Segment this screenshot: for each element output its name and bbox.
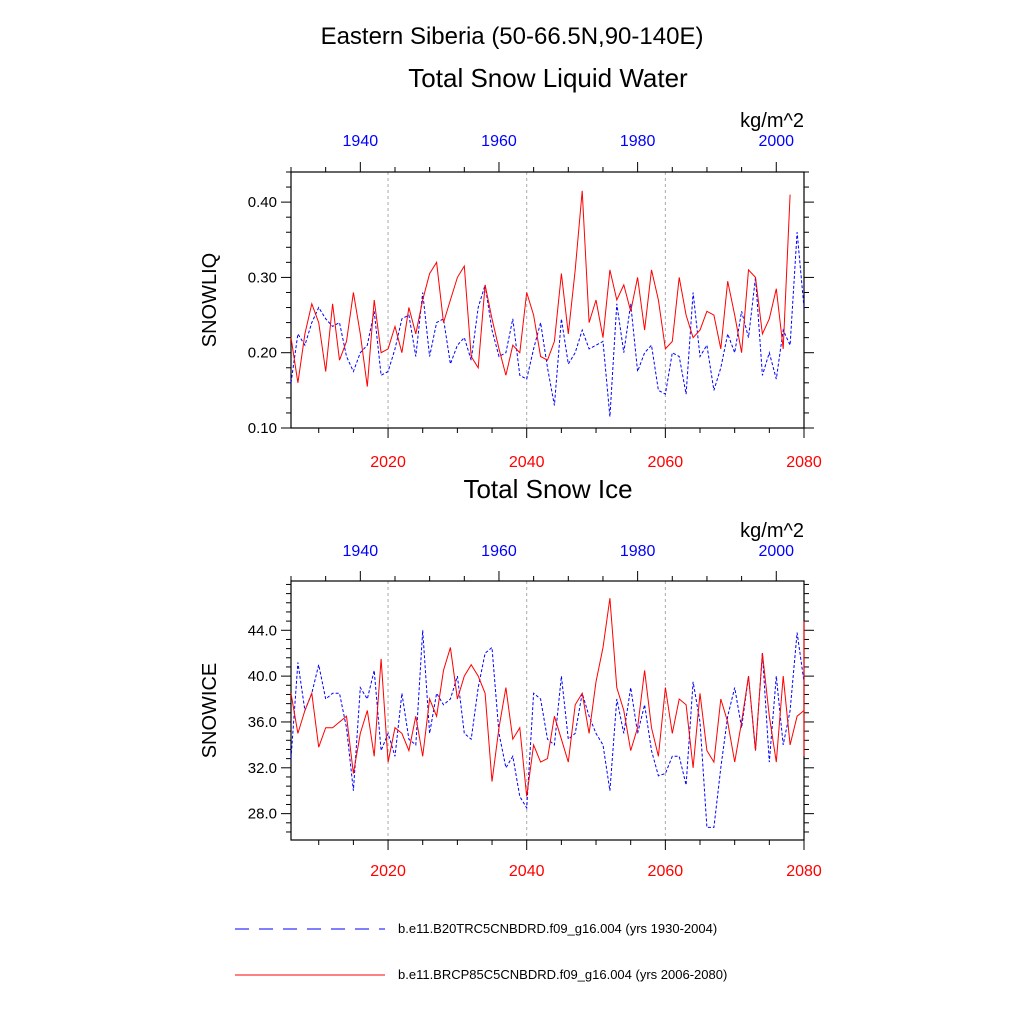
x-top-tick-label: 1980 <box>620 133 656 150</box>
y-tick-label: 0.10 <box>248 420 277 437</box>
x-top-tick-label: 1960 <box>481 133 517 150</box>
units-label: kg/m^2 <box>740 520 804 542</box>
chart-title: Total Snow Liquid Water <box>408 63 688 93</box>
panel-snowice: Total Snow Ice kg/m^2 28.0 32.0 36.0 40.0 44.0… <box>199 474 822 880</box>
legend-label-future: b.e11.BRCP85C5CNBDRD.f09_g16.004 (yrs 20… <box>398 967 727 982</box>
x-bottom-tick-label: 2060 <box>648 454 684 471</box>
y-tick-label: 44.0 <box>248 622 277 639</box>
series-line-future <box>290 598 805 797</box>
y-tick-label: 36.0 <box>248 714 277 731</box>
x-top-tick-label: 2000 <box>758 543 794 560</box>
legend: b.e11.B20TRC5CNBDRD.f09_g16.004 (yrs 193… <box>235 921 727 982</box>
x-bottom-tick-label: 2020 <box>370 454 406 471</box>
y-tick-label: 40.0 <box>248 668 277 685</box>
y-tick-label: 0.20 <box>248 345 277 362</box>
y-axis-label: SNOWLIQ <box>199 253 221 347</box>
y-tick-label: 28.0 <box>248 806 277 823</box>
x-top-tick-label: 1980 <box>620 543 656 560</box>
y-tick-label: 0.30 <box>248 269 277 286</box>
x-top-tick-label: 1960 <box>481 543 517 560</box>
x-bottom-tick-label: 2020 <box>370 863 406 880</box>
x-bottom-tick-label: 2080 <box>786 454 822 471</box>
series-line-historical <box>290 630 805 828</box>
chart-title: Total Snow Ice <box>463 474 632 504</box>
x-top-tick-label: 2000 <box>758 133 794 150</box>
x-top-tick-label: 1940 <box>343 543 379 560</box>
x-top-tick-label: 1940 <box>343 133 379 150</box>
series-line-historical <box>290 232 805 417</box>
x-bottom-tick-label: 2080 <box>786 863 822 880</box>
legend-label-historical: b.e11.B20TRC5CNBDRD.f09_g16.004 (yrs 193… <box>398 921 717 936</box>
x-bottom-tick-label: 2060 <box>648 863 684 880</box>
plot-frame <box>290 171 805 429</box>
plot-frame <box>290 580 805 841</box>
panel-snowliq: Total Snow Liquid Water kg/m^2 0.10 0.20 0.3… <box>199 63 822 471</box>
series-line-future <box>290 190 791 387</box>
figure-title: Eastern Siberia (50-66.5N,90-140E) <box>321 23 704 50</box>
y-axis-label: SNOWICE <box>199 663 221 759</box>
x-bottom-tick-label: 2040 <box>509 454 545 471</box>
x-bottom-tick-label: 2040 <box>509 863 545 880</box>
y-tick-label: 32.0 <box>248 760 277 777</box>
y-tick-label: 0.40 <box>248 194 277 211</box>
units-label: kg/m^2 <box>740 110 804 132</box>
